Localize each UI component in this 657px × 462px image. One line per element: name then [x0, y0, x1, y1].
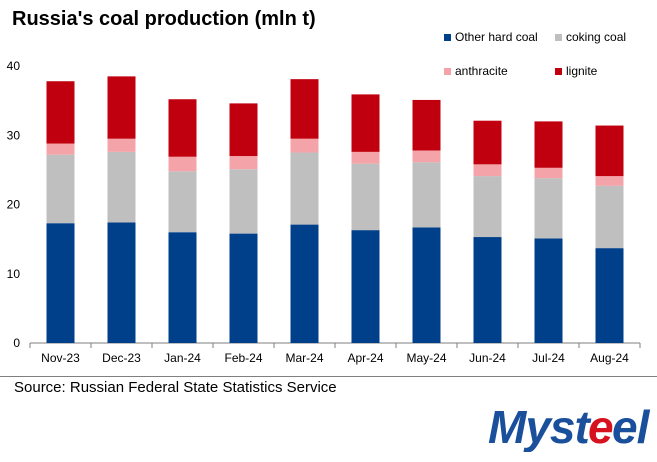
- bar-segment-other_hard_coal: [412, 227, 441, 343]
- bar-segment-coking_coal: [229, 169, 258, 234]
- bar-segment-other_hard_coal: [595, 248, 624, 343]
- bar-segment-other_hard_coal: [351, 230, 380, 343]
- bar-segment-coking_coal: [351, 163, 380, 231]
- legend-label-anthracite: anthracite: [455, 64, 508, 78]
- divider: [0, 376, 657, 377]
- x-tick-label: Feb-24: [224, 351, 262, 365]
- bar-segment-coking_coal: [595, 185, 624, 249]
- legend: Other hard coal coking coal anthracite lign…: [444, 30, 626, 78]
- legend-label-other_hard_coal: Other hard coal: [455, 30, 538, 44]
- legend-swatch-anthracite: [444, 68, 451, 75]
- mysteel-logo: Myst e el: [488, 401, 652, 452]
- bar-segment-anthracite: [107, 138, 136, 152]
- bar-segment-other_hard_coal: [229, 233, 258, 343]
- bar-segment-coking_coal: [290, 152, 319, 225]
- x-tick-label: May-24: [406, 351, 446, 365]
- bar-segment-other_hard_coal: [46, 223, 75, 343]
- stacked-bar-chart: 0 10 20 30 40 Nov-23 Dec-23 Jan-24 Feb-24 Mar-24 A…: [7, 30, 641, 365]
- bar-segment-anthracite: [46, 143, 75, 155]
- bars: [46, 76, 624, 343]
- chart-title: Russia's coal production (mln t): [12, 8, 316, 30]
- bar-segment-lignite: [595, 125, 624, 177]
- bar-segment-anthracite: [534, 167, 563, 179]
- bar-segment-coking_coal: [534, 178, 563, 239]
- x-tick-label: Jun-24: [469, 351, 506, 365]
- bar-segment-other_hard_coal: [107, 222, 136, 343]
- bar-segment-lignite: [168, 99, 197, 157]
- tick-labels: 0 10 20 30 40 Nov-23 Dec-23 Jan-24 Feb-24 Mar-24 A…: [7, 59, 630, 365]
- bar-segment-anthracite: [229, 156, 258, 170]
- bar-segment-lignite: [473, 120, 502, 165]
- y-tick-label: 30: [7, 128, 21, 142]
- svg-text:Myst: Myst: [488, 401, 591, 452]
- legend-label-lignite: lignite: [566, 64, 598, 78]
- x-tick-label: Jul-24: [532, 351, 565, 365]
- bar-segment-other_hard_coal: [473, 237, 502, 343]
- bar-segment-coking_coal: [473, 176, 502, 238]
- bar-segment-other_hard_coal: [290, 224, 319, 343]
- bar-segment-other_hard_coal: [534, 238, 563, 343]
- svg-text:e: e: [588, 401, 613, 452]
- bar-segment-coking_coal: [107, 151, 136, 223]
- bar-segment-anthracite: [412, 150, 441, 163]
- bar-segment-anthracite: [473, 164, 502, 177]
- y-tick-label: 40: [7, 59, 21, 73]
- x-tick-label: Nov-23: [41, 351, 80, 365]
- axes: [29, 342, 641, 348]
- x-tick-label: Jan-24: [164, 351, 201, 365]
- bar-segment-lignite: [534, 121, 563, 168]
- x-tick-label: Aug-24: [590, 351, 629, 365]
- x-tick-label: Dec-23: [102, 351, 141, 365]
- bar-segment-coking_coal: [412, 162, 441, 228]
- legend-swatch-other_hard_coal: [444, 34, 451, 41]
- bar-segment-lignite: [107, 76, 136, 139]
- bar-segment-lignite: [229, 103, 258, 157]
- svg-text:el: el: [612, 401, 651, 452]
- bar-segment-lignite: [290, 79, 319, 139]
- y-tick-label: 0: [13, 336, 20, 350]
- bar-segment-lignite: [351, 94, 380, 152]
- legend-swatch-coking_coal: [555, 34, 562, 41]
- y-tick-label: 20: [7, 198, 21, 212]
- y-tick-label: 10: [7, 267, 21, 281]
- bar-segment-lignite: [46, 81, 75, 144]
- bar-segment-coking_coal: [168, 171, 197, 233]
- x-tick-label: Apr-24: [347, 351, 383, 365]
- legend-label-coking_coal: coking coal: [566, 30, 626, 44]
- bar-segment-other_hard_coal: [168, 232, 197, 343]
- bar-segment-lignite: [412, 99, 441, 151]
- bar-segment-anthracite: [351, 151, 380, 164]
- bar-segment-anthracite: [290, 138, 319, 153]
- x-tick-label: Mar-24: [285, 351, 323, 365]
- legend-swatch-lignite: [555, 68, 562, 75]
- bar-segment-anthracite: [595, 176, 624, 186]
- bar-segment-anthracite: [168, 156, 197, 172]
- bar-segment-coking_coal: [46, 154, 75, 224]
- source-text: Source: Russian Federal State Statistics…: [14, 379, 337, 396]
